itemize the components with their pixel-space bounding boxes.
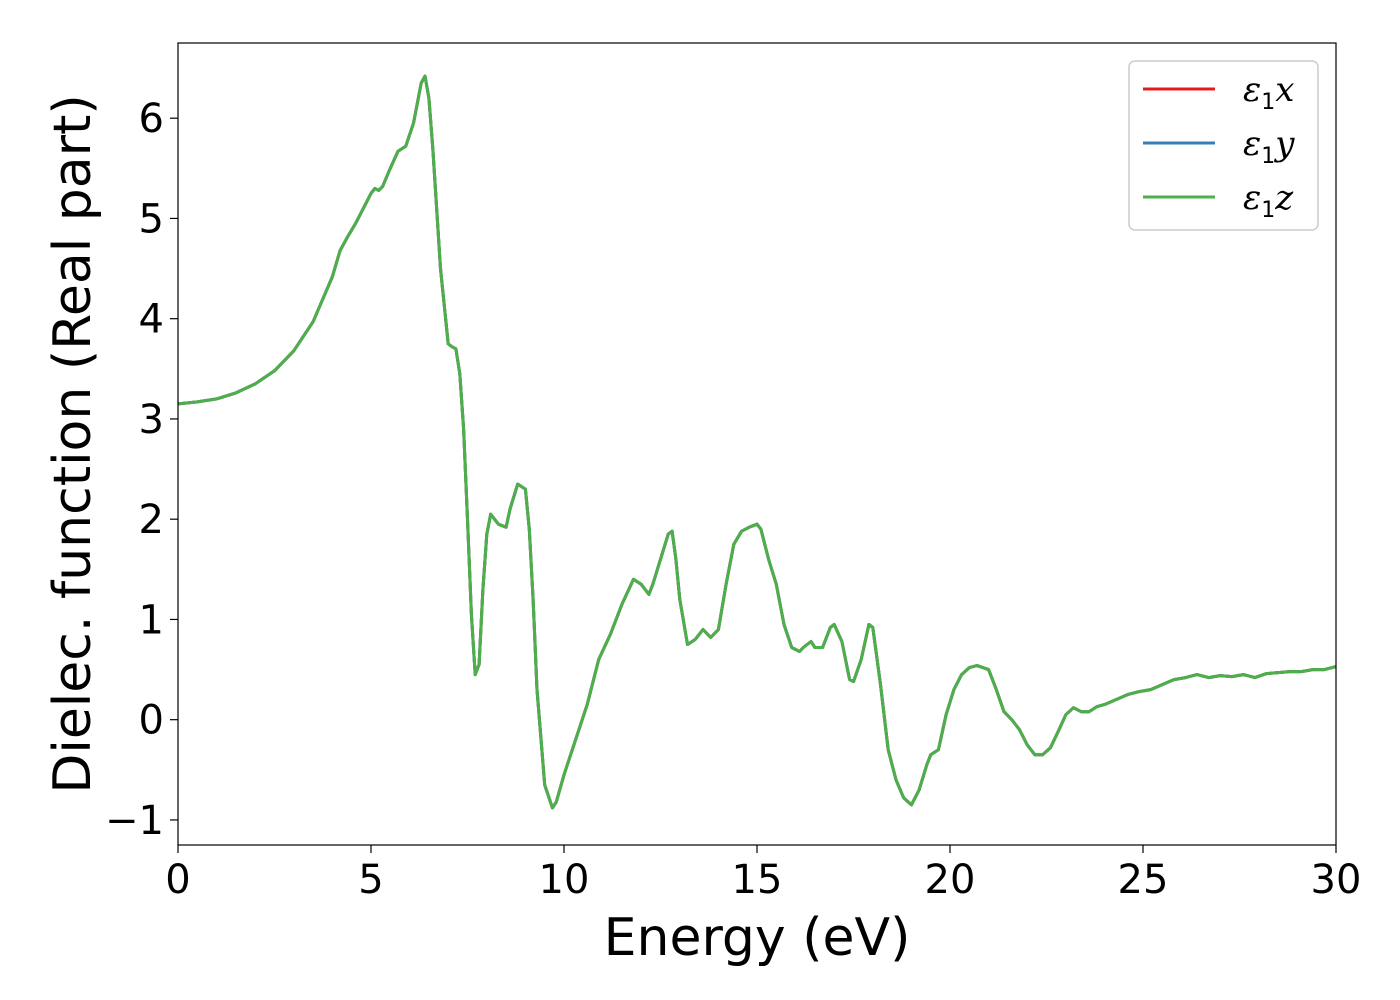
legend-component: z	[1274, 178, 1294, 218]
legend-box	[1128, 60, 1319, 231]
series-line-z	[178, 74, 1336, 810]
legend-component: x	[1275, 70, 1294, 110]
x-tick-label: 20	[925, 857, 976, 903]
y-tick-label: 1	[139, 597, 164, 643]
y-tick-label: 0	[139, 698, 164, 744]
legend-subscript: 1	[1261, 90, 1275, 115]
x-tick-label: 25	[1118, 857, 1169, 903]
legend-label-x: ε1x	[1243, 70, 1294, 115]
legend-label-z: ε1z	[1243, 178, 1294, 223]
legend-epsilon: ε	[1243, 70, 1261, 110]
legend-epsilon: ε	[1243, 124, 1261, 164]
y-tick-label: 2	[139, 497, 164, 543]
x-tick-label: 10	[539, 857, 590, 903]
y-tick-label: 4	[139, 297, 164, 343]
y-tick-label: 3	[139, 397, 164, 443]
legend-label-y: ε1y	[1243, 124, 1295, 169]
y-axis-label: Dielec. function (Real part)	[43, 94, 103, 793]
y-tick-label: 6	[139, 96, 164, 142]
legend-component: y	[1273, 124, 1295, 164]
legend-subscript: 1	[1261, 198, 1275, 223]
legend-subscript: 1	[1261, 144, 1275, 169]
x-tick-label: 30	[1311, 857, 1362, 903]
y-tick-label: 5	[139, 196, 164, 242]
legend-epsilon: ε	[1243, 178, 1261, 218]
series-lines	[178, 74, 1336, 810]
x-axis-label: Energy (eV)	[604, 908, 911, 968]
x-tick-label: 15	[732, 857, 783, 903]
x-tick-label: 0	[165, 857, 190, 903]
x-tick-label: 5	[358, 857, 383, 903]
y-tick-label: −1	[105, 798, 164, 844]
